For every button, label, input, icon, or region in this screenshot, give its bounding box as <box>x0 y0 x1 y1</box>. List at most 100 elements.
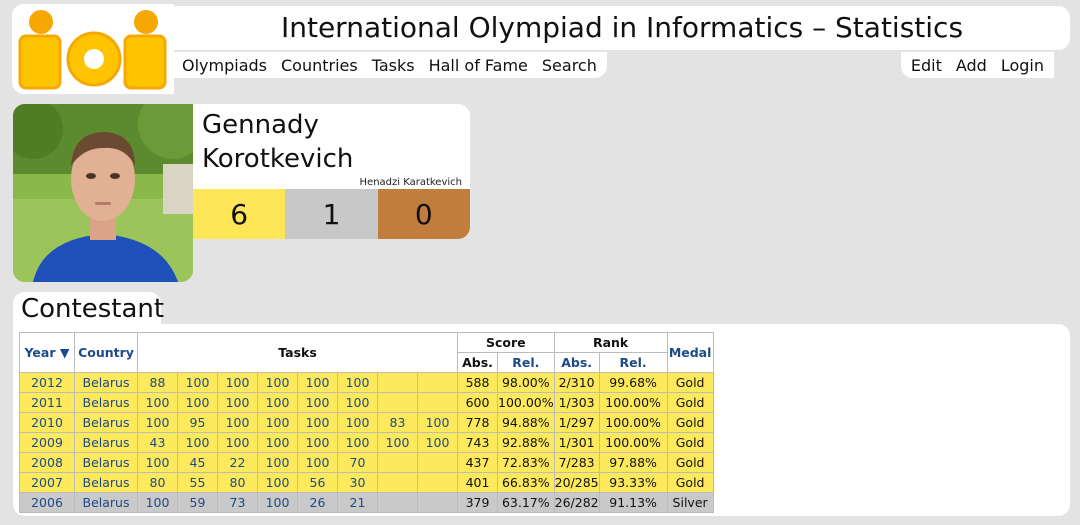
task-score-cell[interactable]: 83 <box>377 412 418 433</box>
col-year[interactable]: Year ▼ <box>19 332 75 373</box>
medal-cell: Gold <box>666 392 714 413</box>
task-score-cell[interactable]: 100 <box>297 432 338 453</box>
task-score-cell[interactable]: 100 <box>217 392 258 413</box>
task-score-cell[interactable]: 100 <box>417 432 458 453</box>
medal-cell: Gold <box>666 452 714 473</box>
score-rel-cell: 98.00% <box>497 372 555 393</box>
task-score-cell[interactable]: 21 <box>337 492 378 513</box>
col-score-rel[interactable]: Rel. <box>497 352 555 373</box>
nav-edit[interactable]: Edit <box>910 55 942 75</box>
task-score-cell[interactable]: 100 <box>257 452 298 473</box>
task-score-cell[interactable]: 100 <box>257 412 298 433</box>
task-score-cell[interactable]: 43 <box>137 432 178 453</box>
score-rel-cell: 63.17% <box>497 492 555 513</box>
task-score-cell[interactable]: 100 <box>257 392 298 413</box>
nav-countries[interactable]: Countries <box>281 55 358 75</box>
year-cell[interactable]: 2010 <box>19 412 75 433</box>
task-score-cell[interactable]: 80 <box>217 472 258 493</box>
task-score-cell[interactable]: 45 <box>177 452 218 473</box>
country-cell[interactable]: Belarus <box>74 452 138 473</box>
section-title: Contestant <box>13 292 164 326</box>
results-table: Year ▼ Country Tasks Score Rank Medal Ab… <box>19 332 828 513</box>
nav-search[interactable]: Search <box>541 55 597 75</box>
rank-abs-cell: 1/303 <box>553 392 600 413</box>
task-score-cell[interactable]: 100 <box>337 392 378 413</box>
task-score-cell[interactable]: 100 <box>217 432 258 453</box>
year-cell[interactable]: 2012 <box>19 372 75 393</box>
country-cell[interactable]: Belarus <box>74 392 138 413</box>
task-score-cell[interactable]: 100 <box>257 432 298 453</box>
task-score-cell[interactable]: 73 <box>217 492 258 513</box>
task-score-cell[interactable]: 22 <box>217 452 258 473</box>
task-score-cell[interactable]: 100 <box>137 452 178 473</box>
task-score-cell[interactable]: 70 <box>337 452 378 473</box>
task-score-cell[interactable]: 100 <box>337 372 378 393</box>
table-row: 2009 Belarus 43 100 100 100 100 100 100 100 743 92.… <box>19 432 828 453</box>
nav-login[interactable]: Login <box>1000 55 1044 75</box>
task-score-cell <box>417 472 458 493</box>
task-score-cell[interactable]: 100 <box>217 372 258 393</box>
task-score-cell <box>417 372 458 393</box>
year-cell[interactable]: 2011 <box>19 392 75 413</box>
main-nav: Olympiads Countries Tasks Hall of Fame S… <box>174 52 607 78</box>
score-abs-cell: 379 <box>457 492 498 513</box>
score-rel-cell: 92.88% <box>497 432 555 453</box>
task-score-cell[interactable]: 100 <box>177 372 218 393</box>
task-score-cell[interactable]: 100 <box>297 392 338 413</box>
score-abs-cell: 778 <box>457 412 498 433</box>
rank-rel-cell: 100.00% <box>598 392 668 413</box>
task-score-cell[interactable]: 59 <box>177 492 218 513</box>
col-medal[interactable]: Medal <box>666 332 714 373</box>
site-title: International Olympiad in Informatics – … <box>174 6 1070 50</box>
nav-hall-of-fame[interactable]: Hall of Fame <box>428 55 528 75</box>
task-score-cell[interactable]: 26 <box>297 492 338 513</box>
task-score-cell[interactable]: 100 <box>137 492 178 513</box>
task-score-cell[interactable]: 56 <box>297 472 338 493</box>
task-score-cell[interactable]: 100 <box>297 412 338 433</box>
year-cell[interactable]: 2008 <box>19 452 75 473</box>
task-score-cell[interactable]: 100 <box>377 432 418 453</box>
task-score-cell[interactable]: 100 <box>177 432 218 453</box>
task-score-cell[interactable]: 100 <box>257 492 298 513</box>
task-score-cell[interactable]: 100 <box>337 412 378 433</box>
rank-abs-cell: 20/285 <box>553 472 600 493</box>
task-score-cell[interactable]: 100 <box>257 472 298 493</box>
task-score-cell[interactable]: 100 <box>177 392 218 413</box>
country-cell[interactable]: Belarus <box>74 472 138 493</box>
medal-cell: Gold <box>666 372 714 393</box>
task-score-cell[interactable]: 100 <box>297 452 338 473</box>
task-score-cell[interactable]: 100 <box>417 412 458 433</box>
col-rank-rel[interactable]: Rel. <box>598 352 668 373</box>
year-cell[interactable]: 2006 <box>19 492 75 513</box>
year-cell[interactable]: 2009 <box>19 432 75 453</box>
year-cell[interactable]: 2007 <box>19 472 75 493</box>
task-score-cell <box>417 492 458 513</box>
task-score-cell[interactable]: 100 <box>137 412 178 433</box>
nav-olympiads[interactable]: Olympiads <box>182 55 267 75</box>
task-score-cell <box>377 472 418 493</box>
nav-add[interactable]: Add <box>955 55 987 75</box>
score-rel-cell: 72.83% <box>497 452 555 473</box>
task-score-cell[interactable]: 55 <box>177 472 218 493</box>
task-score-cell[interactable]: 80 <box>137 472 178 493</box>
col-country[interactable]: Country <box>74 332 138 373</box>
rank-rel-cell: 100.00% <box>598 412 668 433</box>
task-score-cell[interactable]: 100 <box>257 372 298 393</box>
rank-abs-cell: 1/301 <box>553 432 600 453</box>
task-score-cell <box>377 452 418 473</box>
country-cell[interactable]: Belarus <box>74 492 138 513</box>
task-score-cell[interactable]: 100 <box>337 432 378 453</box>
task-score-cell[interactable]: 88 <box>137 372 178 393</box>
col-rank-abs[interactable]: Abs. <box>553 352 600 373</box>
task-score-cell[interactable]: 100 <box>297 372 338 393</box>
col-tasks: Tasks <box>137 332 458 373</box>
country-cell[interactable]: Belarus <box>74 432 138 453</box>
country-cell[interactable]: Belarus <box>74 372 138 393</box>
task-score-cell[interactable]: 95 <box>177 412 218 433</box>
task-score-cell[interactable]: 30 <box>337 472 378 493</box>
task-score-cell[interactable]: 100 <box>137 392 178 413</box>
task-score-cell[interactable]: 100 <box>217 412 258 433</box>
ioi-logo[interactable] <box>12 4 174 94</box>
country-cell[interactable]: Belarus <box>74 412 138 433</box>
nav-tasks[interactable]: Tasks <box>371 55 415 75</box>
